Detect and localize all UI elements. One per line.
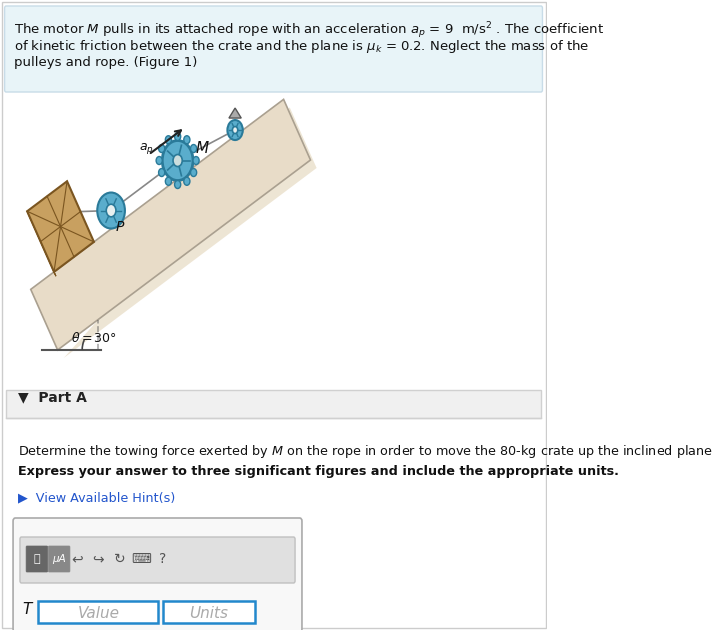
Circle shape — [227, 120, 243, 140]
Text: Units: Units — [189, 605, 229, 621]
Polygon shape — [27, 181, 94, 272]
FancyBboxPatch shape — [38, 601, 157, 623]
FancyBboxPatch shape — [4, 6, 543, 92]
FancyBboxPatch shape — [6, 390, 541, 418]
Circle shape — [174, 181, 181, 188]
Text: pulleys and rope. (Figure 1): pulleys and rope. (Figure 1) — [14, 56, 197, 69]
Circle shape — [159, 144, 164, 152]
Text: ↩: ↩ — [71, 552, 83, 566]
Text: ⬛: ⬛ — [33, 554, 40, 564]
Polygon shape — [64, 107, 317, 358]
Circle shape — [165, 135, 172, 144]
Text: μA: μA — [52, 554, 66, 564]
Circle shape — [156, 156, 162, 164]
Text: Express your answer to three significant figures and include the appropriate uni: Express your answer to three significant… — [19, 465, 619, 478]
FancyBboxPatch shape — [48, 546, 70, 572]
Text: ?: ? — [159, 552, 167, 566]
FancyBboxPatch shape — [13, 518, 302, 630]
Text: ⌨: ⌨ — [132, 552, 152, 566]
Text: $a_p$: $a_p$ — [140, 141, 154, 156]
Text: Value: Value — [78, 605, 120, 621]
Text: ▶  View Available Hint(s): ▶ View Available Hint(s) — [19, 491, 176, 504]
Text: of kinetic friction between the crate and the plane is $\mu_k$ = 0.2. Neglect th: of kinetic friction between the crate an… — [14, 38, 589, 55]
Circle shape — [193, 156, 199, 164]
Text: $T$ =: $T$ = — [21, 601, 49, 617]
Circle shape — [191, 168, 197, 176]
Circle shape — [184, 177, 190, 185]
Text: $P$: $P$ — [115, 219, 125, 234]
Text: $\theta = 30°$: $\theta = 30°$ — [70, 331, 117, 345]
Circle shape — [98, 193, 125, 229]
Circle shape — [173, 154, 182, 166]
Text: ▼  Part A: ▼ Part A — [19, 390, 88, 404]
Circle shape — [184, 135, 190, 144]
Text: $M$: $M$ — [194, 139, 209, 156]
Polygon shape — [229, 108, 241, 118]
Text: The motor $M$ pulls in its attached rope with an acceleration $a_p$ = 9  m/s$^2$: The motor $M$ pulls in its attached rope… — [14, 20, 604, 40]
Circle shape — [165, 177, 172, 185]
Circle shape — [159, 168, 164, 176]
Polygon shape — [27, 211, 56, 276]
Circle shape — [106, 204, 116, 217]
Circle shape — [162, 140, 193, 181]
Text: ↻: ↻ — [114, 552, 126, 566]
FancyBboxPatch shape — [20, 537, 295, 583]
Text: ↪: ↪ — [93, 552, 104, 566]
FancyBboxPatch shape — [26, 546, 48, 572]
Circle shape — [191, 144, 197, 152]
FancyBboxPatch shape — [163, 601, 255, 623]
Polygon shape — [31, 100, 310, 350]
Text: Determine the towing force exerted by $M$ on the rope in order to move the 80-kg: Determine the towing force exerted by $M… — [19, 443, 712, 460]
Circle shape — [174, 132, 181, 140]
Circle shape — [232, 127, 238, 134]
